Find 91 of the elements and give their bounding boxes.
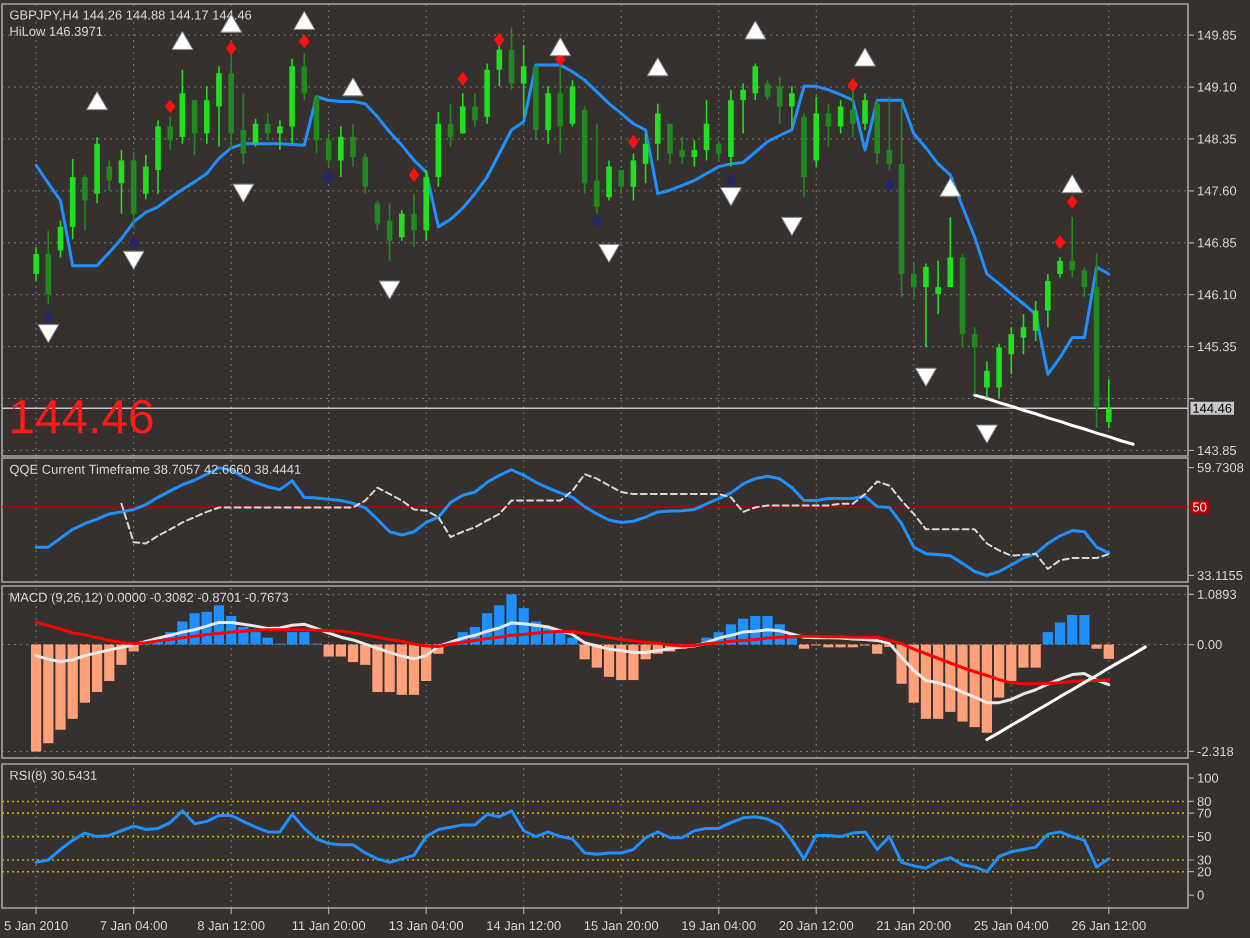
candlestick bbox=[984, 360, 990, 399]
candlestick bbox=[33, 246, 39, 282]
point bbox=[43, 310, 54, 325]
candlestick bbox=[106, 159, 113, 191]
candlestick bbox=[813, 95, 820, 168]
point bbox=[744, 20, 767, 40]
candlestick bbox=[910, 262, 917, 299]
candlestick bbox=[996, 343, 1002, 399]
candlestick bbox=[886, 95, 893, 171]
point bbox=[37, 324, 60, 344]
point bbox=[1066, 195, 1078, 209]
candlestick bbox=[679, 136, 685, 165]
candlestick bbox=[362, 152, 369, 195]
annotation: 144.46 bbox=[12, 399, 153, 434]
candlestick bbox=[862, 92, 868, 131]
point bbox=[976, 424, 998, 444]
candlestick bbox=[545, 85, 551, 145]
candlestick bbox=[264, 112, 271, 142]
candlestick bbox=[837, 99, 844, 135]
candlestick bbox=[1057, 256, 1063, 279]
candlestick bbox=[935, 259, 941, 315]
point bbox=[598, 243, 620, 263]
candlestick bbox=[301, 52, 308, 101]
candlestick bbox=[825, 102, 832, 148]
point bbox=[915, 367, 937, 387]
candlestick bbox=[143, 154, 149, 200]
candlestick bbox=[789, 85, 795, 128]
line-series bbox=[985, 645, 1147, 742]
point bbox=[591, 213, 603, 228]
candlestick bbox=[350, 122, 356, 168]
point bbox=[378, 280, 401, 300]
candlestick bbox=[155, 119, 161, 195]
candlestick bbox=[118, 149, 125, 215]
candlestick bbox=[399, 209, 405, 242]
point bbox=[128, 236, 139, 251]
point bbox=[164, 99, 176, 114]
candlestick bbox=[923, 262, 929, 349]
candlestick bbox=[1105, 378, 1112, 430]
point bbox=[780, 216, 803, 236]
candlestick bbox=[484, 62, 490, 125]
candlestick bbox=[203, 85, 210, 145]
point bbox=[408, 168, 420, 182]
candlestick bbox=[411, 192, 417, 248]
candlestick bbox=[1069, 216, 1076, 279]
candlestick bbox=[752, 62, 759, 101]
candlestick bbox=[1045, 273, 1051, 329]
candlestick bbox=[167, 116, 174, 151]
point bbox=[298, 34, 310, 49]
point bbox=[1054, 235, 1066, 249]
candlestick bbox=[740, 82, 746, 135]
candlestick bbox=[654, 102, 661, 162]
point bbox=[549, 37, 572, 57]
candlestick bbox=[1020, 313, 1027, 356]
candlestick bbox=[520, 44, 527, 118]
candlestick bbox=[618, 169, 625, 195]
point bbox=[494, 33, 505, 47]
point bbox=[293, 10, 316, 30]
point bbox=[628, 134, 639, 149]
candlestick bbox=[569, 79, 576, 128]
point bbox=[323, 170, 334, 184]
candlestick bbox=[472, 92, 478, 128]
candlestick bbox=[82, 174, 88, 232]
candlestick bbox=[947, 216, 954, 288]
candlestick bbox=[667, 122, 673, 165]
point bbox=[232, 183, 255, 203]
point bbox=[884, 178, 895, 193]
point bbox=[854, 47, 876, 67]
candlestick bbox=[216, 65, 222, 148]
point bbox=[225, 41, 237, 56]
candlestick bbox=[277, 119, 283, 151]
point bbox=[342, 77, 364, 97]
line-series bbox=[973, 393, 1135, 446]
candlestick bbox=[179, 68, 186, 145]
point bbox=[725, 173, 737, 188]
point bbox=[646, 57, 669, 77]
point bbox=[1061, 174, 1084, 194]
candlestick bbox=[630, 152, 637, 202]
candlestick bbox=[1008, 326, 1015, 376]
candlestick bbox=[691, 139, 698, 168]
candlestick bbox=[715, 139, 722, 162]
candlestick bbox=[971, 326, 978, 396]
candlestick bbox=[240, 92, 247, 165]
point bbox=[171, 30, 194, 50]
candlestick bbox=[459, 92, 466, 135]
point bbox=[122, 250, 145, 270]
point bbox=[847, 78, 859, 92]
candlestick bbox=[338, 125, 344, 178]
candlestick bbox=[606, 159, 612, 202]
candlestick bbox=[1081, 266, 1088, 299]
point bbox=[86, 91, 108, 111]
point bbox=[457, 71, 469, 86]
